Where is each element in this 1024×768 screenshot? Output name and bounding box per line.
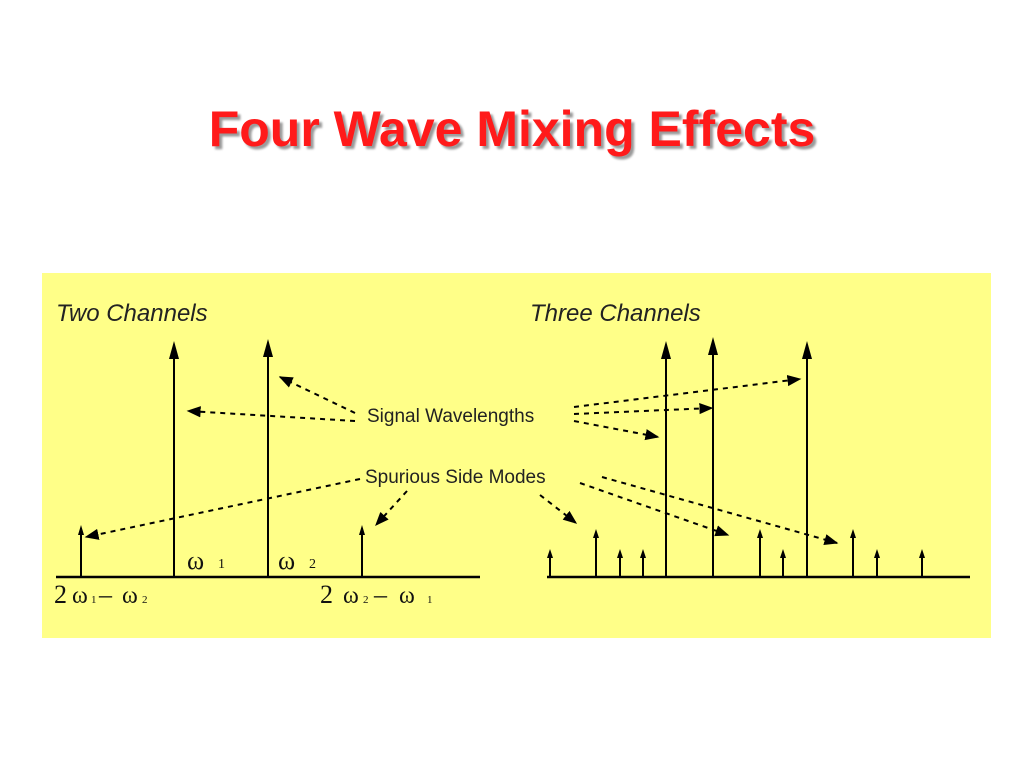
omega2-symbol: ω — [278, 546, 295, 575]
two-channel-side-mode-left — [78, 525, 84, 577]
left-product-w1-sub: 1 — [91, 594, 97, 606]
left-product-label: 2 ω 1 – ω 2 — [54, 580, 148, 609]
signal-pointer-lines — [186, 374, 802, 441]
omega1-symbol: ω — [187, 546, 204, 575]
right-product-w2: ω — [399, 583, 415, 609]
right-product-w1-sub: 2 — [363, 594, 369, 606]
left-product-w2: ω — [122, 583, 138, 609]
signal-wavelengths-label: Signal Wavelengths — [367, 406, 534, 427]
left-product-w1: ω — [72, 583, 88, 609]
two-channel-signal-line-2 — [263, 339, 273, 577]
left-product-w2-sub: 2 — [142, 594, 148, 606]
two-channel-signal-line-1 — [169, 341, 179, 577]
two-channels-heading: Two Channels — [56, 300, 208, 327]
three-channel-signal-line-3 — [802, 341, 812, 577]
slide-title: Four Wave Mixing Effects — [208, 101, 816, 157]
right-product-w2-sub: 1 — [427, 594, 433, 606]
three-channel-signal-line-2 — [708, 337, 718, 577]
right-product-minus: – — [373, 580, 388, 609]
omega2-subscript: 2 — [309, 557, 316, 572]
two-channel-side-mode-right — [359, 525, 365, 577]
right-product-coef: 2 — [320, 580, 333, 609]
left-product-coef: 2 — [54, 580, 67, 609]
three-channel-signal-line-1 — [661, 341, 671, 577]
right-product-w1: ω — [343, 583, 359, 609]
spurious-pointer-lines — [84, 476, 839, 545]
omega1-subscript: 1 — [218, 557, 225, 572]
figure-panel: Two Channels Three Channels ω 1 ω 2 2 ω — [42, 273, 991, 638]
three-channel-side-modes — [547, 529, 925, 577]
three-channels-heading: Three Channels — [530, 300, 701, 327]
fwm-diagram: Two Channels Three Channels ω 1 ω 2 2 ω — [54, 300, 970, 609]
right-product-label: 2 ω 2 – ω 1 — [320, 580, 433, 609]
spurious-side-modes-label: Spurious Side Modes — [365, 467, 546, 488]
left-product-minus: – — [98, 580, 113, 609]
